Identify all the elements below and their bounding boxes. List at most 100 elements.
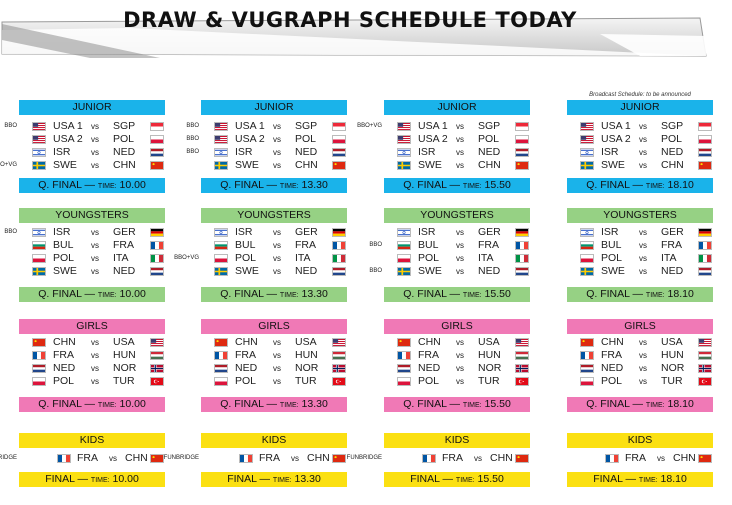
match-row: BUL vs FRA	[201, 239, 347, 252]
time-label: TIME:	[97, 183, 117, 190]
flag-isr-icon	[397, 148, 411, 157]
final-label: Q. FINAL	[38, 179, 82, 191]
flag-chn-icon	[515, 454, 529, 463]
flag-ned-icon	[698, 148, 712, 157]
team-away: SGP	[113, 120, 136, 132]
vs-label: vs	[91, 148, 99, 157]
flag-chn-icon	[32, 338, 46, 347]
team-home: SWE	[235, 265, 259, 277]
match-row: ISR vs GER	[201, 226, 347, 239]
team-away: FRA	[113, 239, 134, 251]
match-row: ISR vs GER	[384, 226, 530, 239]
flag-swe-icon	[580, 267, 594, 276]
vs-label: vs	[91, 161, 99, 170]
team-home: SWE	[53, 265, 77, 277]
team-away: ITA	[478, 252, 494, 264]
team-home: ISR	[235, 226, 253, 238]
flag-fra-icon	[214, 351, 228, 360]
vs-label: vs	[91, 267, 99, 276]
match-row: SWE vs NED	[19, 265, 165, 278]
dash: —	[259, 473, 271, 485]
flag-chn-icon	[698, 161, 712, 170]
broadcast-tag: BBO+VG	[0, 162, 17, 168]
match-row: FUNBRIDGE FRA vs CHN 3	[164, 452, 347, 465]
team-away: NED	[478, 146, 501, 158]
flag-usa-icon	[698, 338, 712, 347]
vs-label: vs	[273, 161, 281, 170]
dash: —	[84, 179, 96, 191]
match-row: BUL vs FRA	[19, 239, 165, 252]
match-row: FRA vs HUN	[567, 349, 713, 362]
session-footer: Q. FINAL — TIME: 15.50	[384, 178, 530, 193]
flag-usa-icon	[397, 122, 411, 131]
team-home: CHN	[601, 336, 624, 348]
match-row: SWE vs NED	[201, 265, 347, 278]
session-footer: FINAL — TIME: 10.00	[19, 472, 165, 487]
flag-pol-icon	[32, 377, 46, 386]
time-label: TIME:	[97, 292, 117, 299]
team-home: FRA	[259, 452, 280, 464]
dash: —	[449, 288, 461, 300]
flag-pol-icon	[698, 135, 712, 144]
match-row: BBO ISR vs NED	[186, 146, 347, 159]
vs-label: vs	[456, 135, 464, 144]
team-away: HUN	[295, 349, 318, 361]
final-label: Q. FINAL	[586, 398, 630, 410]
team-away: CHN	[478, 159, 501, 171]
team-away: NED	[295, 265, 318, 277]
vs-label: vs	[273, 228, 281, 237]
team-away: GER	[478, 226, 501, 238]
section-header: GIRLS	[567, 319, 713, 334]
flag-sgp-icon	[515, 122, 529, 131]
dash: —	[84, 288, 96, 300]
match-row: SWE vs NED	[567, 265, 713, 278]
flag-usa-icon	[214, 135, 228, 144]
match-row: ISR vs GER	[567, 226, 713, 239]
team-away: NED	[661, 265, 684, 277]
flag-fra-icon	[605, 454, 619, 463]
vs-label: vs	[456, 351, 464, 360]
vs-label: vs	[273, 338, 281, 347]
dash: —	[266, 288, 278, 300]
match-row: FRA vs HUN	[19, 349, 165, 362]
team-home: POL	[601, 375, 623, 387]
flag-ita-icon	[332, 254, 346, 263]
team-home: FRA	[601, 349, 622, 361]
team-away: SGP	[478, 120, 501, 132]
team-away: ITA	[295, 252, 311, 264]
vs-label: vs	[639, 228, 647, 237]
flag-nor-icon	[150, 364, 164, 373]
match-row: BBO+VG USA 1 vs SGP	[357, 120, 530, 133]
final-label: FINAL	[593, 473, 623, 485]
flag-pol-icon	[580, 377, 594, 386]
time-label: TIME:	[462, 183, 482, 190]
vs-label: vs	[91, 377, 99, 386]
flag-chn-icon	[150, 454, 164, 463]
flag-ita-icon	[698, 254, 712, 263]
flag-chn-icon	[332, 454, 346, 463]
match-row: NED vs NOR	[567, 362, 713, 375]
time-label: TIME:	[279, 292, 299, 299]
flag-pol-icon	[580, 254, 594, 263]
section-header: JUNIOR	[201, 100, 347, 115]
flag-tur-icon	[150, 377, 164, 386]
match-row: CHN vs USA	[384, 336, 530, 349]
flag-hun-icon	[698, 351, 712, 360]
session-time: 10.00	[119, 179, 146, 191]
team-away: GER	[295, 226, 318, 238]
vs-label: vs	[639, 338, 647, 347]
team-away: NED	[661, 146, 684, 158]
team-away: NOR	[478, 362, 502, 374]
section-header: KIDS	[19, 433, 165, 448]
flag-usa-icon	[32, 135, 46, 144]
final-label: Q. FINAL	[403, 398, 447, 410]
section-header: GIRLS	[19, 319, 165, 334]
flag-usa-icon	[150, 338, 164, 347]
time-label: TIME:	[462, 292, 482, 299]
vs-label: vs	[639, 135, 647, 144]
vs-label: vs	[91, 364, 99, 373]
vs-label: vs	[639, 241, 647, 250]
session-footer: Q. FINAL — TIME: 13.30	[201, 287, 347, 302]
team-away: GER	[661, 226, 684, 238]
session-footer: Q. FINAL — TIME: 15.50	[384, 287, 530, 302]
